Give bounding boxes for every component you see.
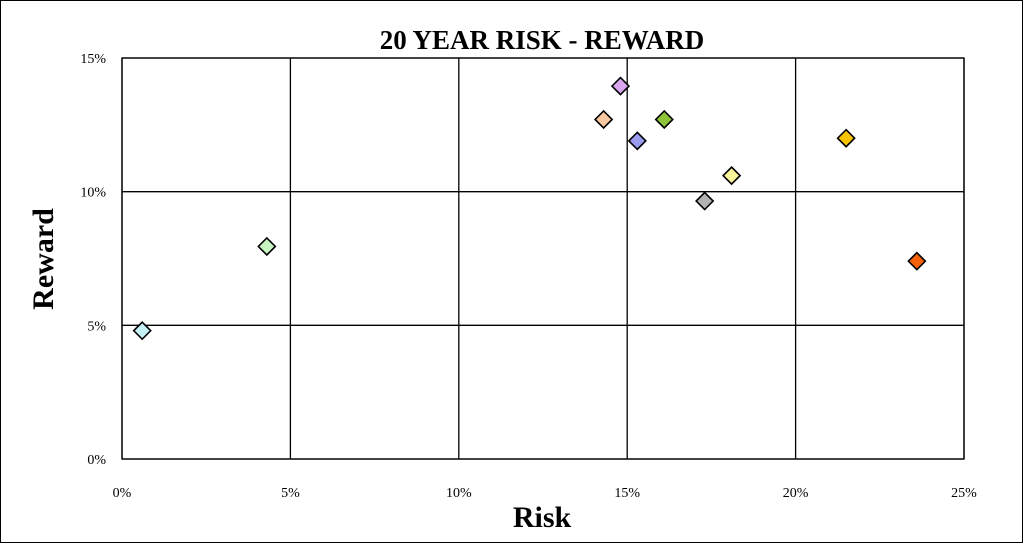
x-tick-label: 20% <box>783 486 809 501</box>
y-axis-title: Reward <box>27 208 60 310</box>
tick-labels: 0% 5% 10% 15% 20% 25% 0% 5% 10% 15% <box>80 52 977 501</box>
data-points <box>132 76 927 341</box>
data-point <box>907 251 927 271</box>
x-tick-label: 25% <box>951 486 977 501</box>
grid <box>121 57 965 460</box>
x-axis-title: Risk <box>513 501 572 534</box>
y-tick-label: 15% <box>80 52 106 67</box>
x-tick-label: 15% <box>614 486 640 501</box>
data-point <box>593 109 614 130</box>
chart-title: 20 YEAR RISK - REWARD <box>380 25 705 55</box>
data-point <box>257 236 277 257</box>
x-tick-label: 10% <box>446 486 472 501</box>
y-tick-label: 10% <box>80 186 106 201</box>
plot-border <box>121 57 965 460</box>
data-point <box>695 191 715 211</box>
data-point <box>836 128 856 148</box>
y-tick-label: 0% <box>87 453 106 468</box>
data-point <box>627 131 647 151</box>
x-tick-label: 5% <box>281 486 300 501</box>
x-tick-label: 0% <box>113 486 132 501</box>
y-tick-label: 5% <box>87 319 106 334</box>
data-point <box>721 165 742 186</box>
data-point <box>654 109 674 130</box>
data-point <box>610 76 631 96</box>
data-point <box>132 321 152 341</box>
